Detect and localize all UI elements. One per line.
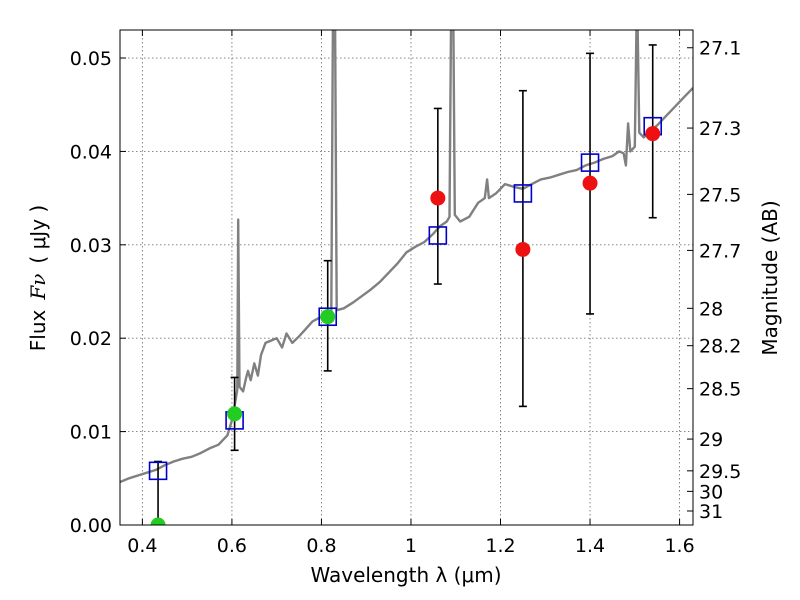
x-tick-label: 1 bbox=[405, 535, 417, 557]
model-photometry-square bbox=[513, 184, 533, 203]
model-photometry-square bbox=[148, 461, 168, 481]
y-tick-label: 0.00 bbox=[70, 515, 112, 537]
magnitude-tick-label: 31 bbox=[699, 501, 723, 523]
y-tick-label: 0.02 bbox=[70, 328, 112, 350]
y-tick-label: 0.04 bbox=[70, 141, 112, 163]
axis-ticks: 0.4 0.6 0.8 1 1.2 1.4 1.6 0.00 0.01 0.02 0.03 0.04 0… bbox=[70, 30, 741, 557]
magnitude-tick-label: 27.7 bbox=[699, 240, 741, 262]
data-layer bbox=[120, 30, 693, 525]
model-photometry-square bbox=[318, 307, 338, 327]
y-axis-label: Flux Fν ( μJy ) bbox=[26, 205, 50, 351]
model-sed-line bbox=[120, 30, 693, 484]
y-axis-label-symbol: Fν bbox=[26, 274, 50, 301]
model-photometry-square bbox=[428, 226, 448, 245]
y-axis-label-text: Flux bbox=[26, 309, 50, 351]
magnitude-tick-label: 28.2 bbox=[699, 336, 741, 358]
magnitude-tick-label: 30 bbox=[699, 481, 723, 503]
y-tick-label: 0.01 bbox=[70, 422, 112, 444]
magnitude-axis-label: Magnitude (AB) bbox=[758, 200, 782, 355]
observed-flux-point bbox=[430, 190, 446, 206]
model-photometry-square bbox=[580, 153, 600, 172]
observed-flux-point bbox=[150, 517, 166, 525]
observed-flux-point bbox=[582, 175, 598, 191]
x-tick-label: 1.2 bbox=[485, 535, 515, 557]
magnitude-tick-label: 28 bbox=[699, 298, 723, 320]
magnitude-tick-label: 27.1 bbox=[699, 38, 741, 60]
observed-flux-point bbox=[227, 406, 243, 422]
y-axis-label-unit: ( μJy ) bbox=[26, 205, 50, 264]
x-tick-label: 0.8 bbox=[306, 535, 336, 557]
magnitude-tick-label: 28.5 bbox=[699, 379, 741, 401]
x-tick-label: 0.6 bbox=[217, 535, 247, 557]
observed-flux-point bbox=[515, 241, 531, 257]
magnitude-tick-label: 29 bbox=[699, 429, 723, 451]
x-tick-label: 1.4 bbox=[575, 535, 605, 557]
magnitude-tick-label: 27.3 bbox=[699, 118, 741, 140]
magnitude-tick-label: 27.5 bbox=[699, 184, 741, 206]
observed-flux-point bbox=[645, 126, 661, 142]
x-tick-label: 1.6 bbox=[664, 535, 694, 557]
plot-frame bbox=[119, 29, 694, 526]
x-tick-label: 0.4 bbox=[127, 535, 157, 557]
y-tick-label: 0.05 bbox=[70, 48, 112, 70]
observed-flux-point bbox=[320, 309, 336, 325]
x-axis-label: Wavelength λ (μm) bbox=[310, 563, 501, 587]
magnitude-tick-label: 29.5 bbox=[699, 461, 741, 483]
y-tick-label: 0.03 bbox=[70, 235, 112, 257]
grid bbox=[120, 30, 693, 525]
